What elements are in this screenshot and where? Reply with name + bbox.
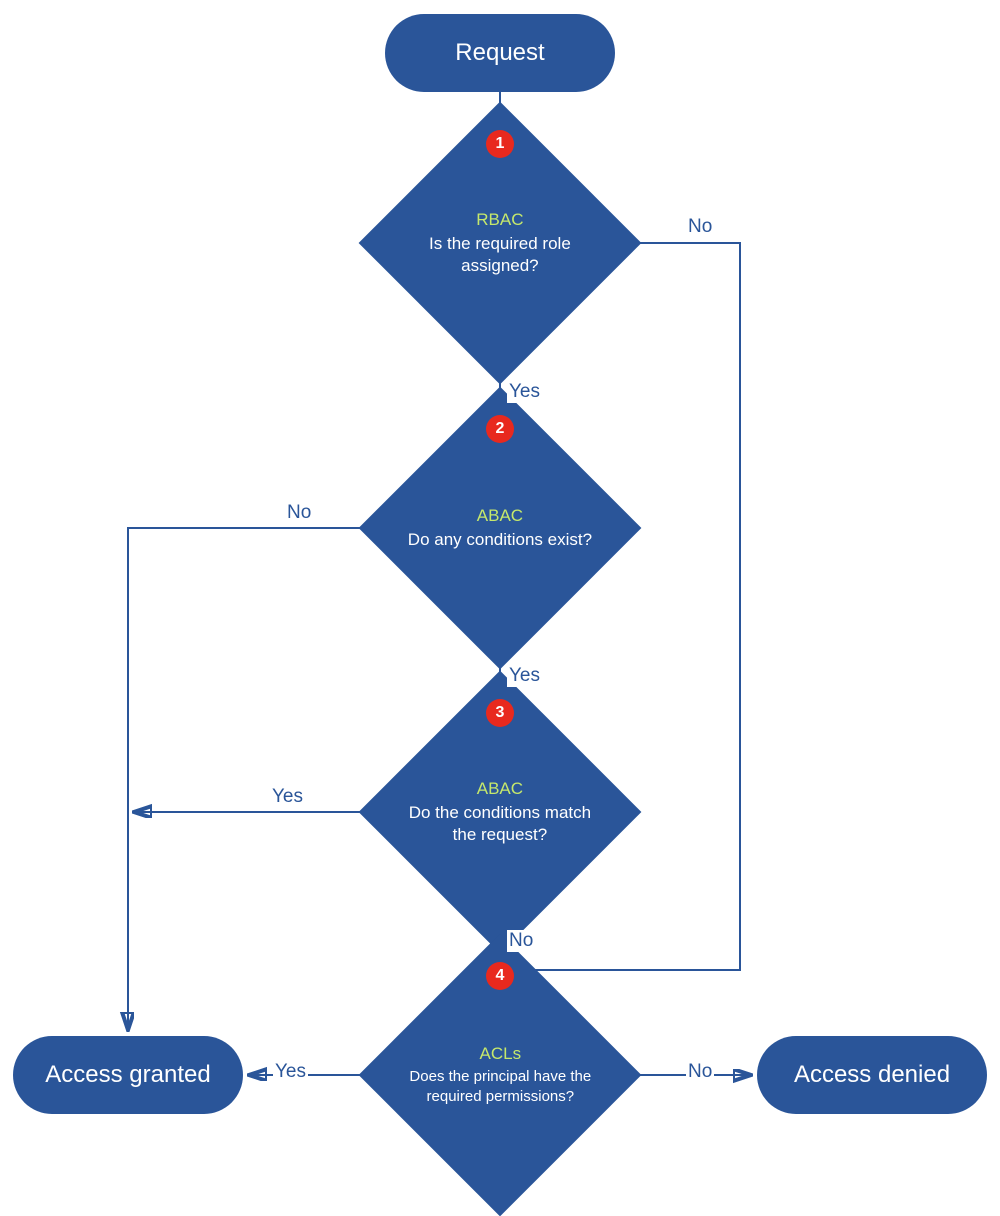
edge-label-d2-yes: Yes	[507, 665, 542, 687]
decision-2-tag: ABAC	[400, 505, 600, 527]
decision-4-text: Does the principal have the required per…	[409, 1069, 591, 1106]
decision-1-badge: 1	[486, 130, 514, 158]
decision-3-badge: 3	[486, 699, 514, 727]
decision-2-badge: 2	[486, 415, 514, 443]
denied-node: Access denied	[757, 1036, 987, 1114]
decision-3-text: Do the conditions match the request?	[409, 803, 591, 844]
edge-label-d4-yes: Yes	[273, 1061, 308, 1083]
edge-label-d3-yes: Yes	[270, 786, 305, 808]
edge-label-d4-no: No	[686, 1061, 714, 1083]
edge-label-d1-no: No	[686, 216, 714, 238]
start-node: Request	[385, 14, 615, 92]
decision-1-text: Is the required role assigned?	[429, 234, 571, 275]
denied-label: Access denied	[794, 1061, 950, 1089]
start-label: Request	[455, 39, 544, 67]
edge-label-d2-no: No	[285, 502, 313, 524]
decision-2-text: Do any conditions exist?	[408, 530, 592, 549]
decision-1-tag: RBAC	[400, 209, 600, 231]
edge-label-d1-yes: Yes	[507, 381, 542, 403]
granted-node: Access granted	[13, 1036, 243, 1114]
granted-label: Access granted	[45, 1061, 210, 1089]
decision-3-tag: ABAC	[400, 778, 600, 800]
edge-label-d3-no: No	[507, 930, 535, 952]
decision-4-badge: 4	[486, 962, 514, 990]
decision-4-tag: ACLs	[400, 1043, 600, 1065]
